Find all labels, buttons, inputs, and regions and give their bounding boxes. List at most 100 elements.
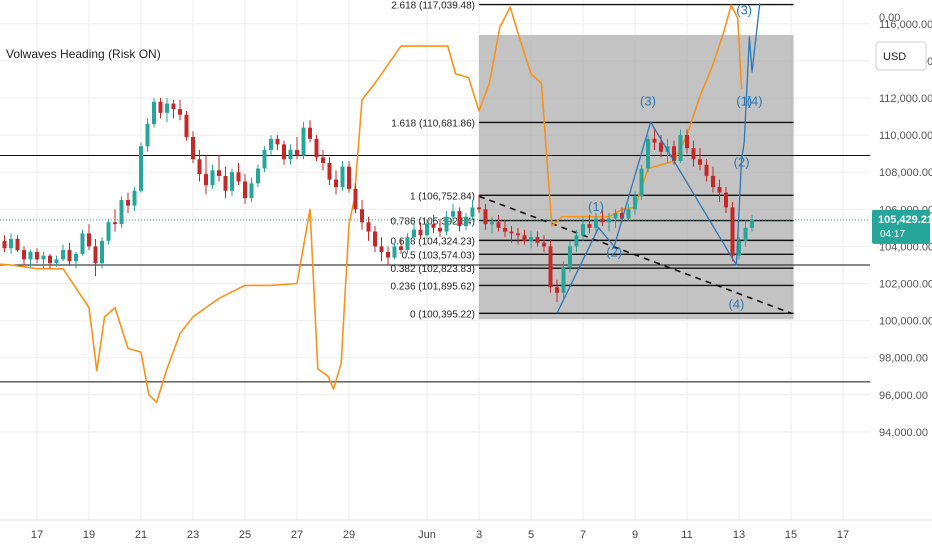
candle-body [152,101,156,124]
candle-body [106,222,111,241]
candle-body [275,138,280,145]
price-tick-label: 96,000.00 [879,390,928,402]
orange-indicator [0,4,743,404]
candle-body [730,207,735,256]
candle-body [626,209,631,219]
price-tick-label: 102,000.00 [879,279,932,291]
candle-body [126,200,130,206]
candle-body [54,259,59,264]
candle-body [145,123,150,147]
candle-body [509,231,514,234]
candle-body [119,200,124,225]
time-tick-label: 11 [681,529,692,541]
candle-body [704,164,709,176]
candle-body [217,170,221,176]
candle-body [503,227,507,232]
candle-body [171,103,176,110]
candle-body [74,253,78,262]
price-axis[interactable] [870,0,932,520]
candle-body [451,211,455,217]
candle-body [178,109,182,115]
candle-body [405,237,410,251]
candle-body [347,166,351,189]
time-tick-label: 7 [580,529,586,541]
candle-body [379,246,384,252]
candle-body [561,266,566,293]
candle-body [620,213,624,219]
time-tick-label: 5 [528,529,534,541]
candle-body [691,148,696,160]
currency-button-frame[interactable] [875,41,927,71]
candle-body [165,103,169,113]
candle-body [425,224,429,236]
candle-body [412,229,416,238]
trendline-segment [478,195,792,314]
candle-body [334,179,338,188]
candle-body [574,235,579,247]
candle-body [197,159,202,175]
candle-body [652,138,657,143]
fib-level-label: 2.618 (117,039.48) [391,1,475,12]
time-axis[interactable] [0,520,932,550]
candle-body [204,174,208,186]
time-tick-label: 27 [291,529,303,541]
candle-body [353,188,358,210]
candle-body [249,183,254,199]
time-tick-label: 15 [785,529,797,541]
candle-body [230,172,234,191]
fib-extension-box [479,35,794,320]
candle-body [470,207,475,217]
wave-label: (2) [606,245,622,260]
wave-labels: (1)(2)(3)(4)(2)(1)(4)(3)(5) [588,3,762,312]
candle-body [399,246,403,251]
candle-body [282,144,286,160]
candle-body [41,255,46,260]
candle-body [139,146,143,191]
candle-body [600,218,605,223]
candle-body [555,287,559,293]
candle-body [223,175,228,191]
candle-body [366,222,371,232]
candle-body [288,149,293,160]
time-tick-label: 3 [476,529,482,541]
candle-body [327,162,332,180]
candle-body [61,250,65,260]
candle-body [15,238,20,251]
candle-body [35,251,39,260]
candle-body [724,192,728,208]
time-tick-label: 25 [239,529,251,541]
fib-level-label: 0 (100,395.22) [410,309,475,320]
candle-body [639,168,644,197]
candle-body [191,136,195,160]
wave-label: (3) [736,3,752,18]
time-tick-label: 21 [135,529,147,541]
candle-body [392,246,397,258]
candle-body [438,227,442,232]
candle-body [48,255,52,264]
candle-body [340,166,345,188]
candle-body [483,209,488,225]
currency-button[interactable]: USD [875,41,927,71]
price-tick-label: 94,000.00 [879,427,928,439]
indicator-label: Volwaves Heading (Risk ON) [6,47,161,61]
orange-indicator-line [0,4,743,404]
fib-level-label: 1 (106,752.84) [410,191,475,202]
time-tick-label: 29 [343,529,355,541]
fib-level-label: 0.382 (102,823.83) [390,264,475,275]
candle-body [431,224,436,228]
candle-body [633,196,637,210]
candle-body [444,216,449,232]
candle-body [269,138,273,150]
candles [2,98,754,303]
candle-body [158,101,163,113]
candle-body [587,224,592,228]
candle-body [607,218,611,223]
price-tick-label: 98,000.00 [879,353,928,365]
candle-body [477,207,481,210]
wave-label: (3) [640,93,656,108]
price-tag-background [872,209,930,244]
candle-body [457,211,462,226]
candle-body [87,233,91,247]
